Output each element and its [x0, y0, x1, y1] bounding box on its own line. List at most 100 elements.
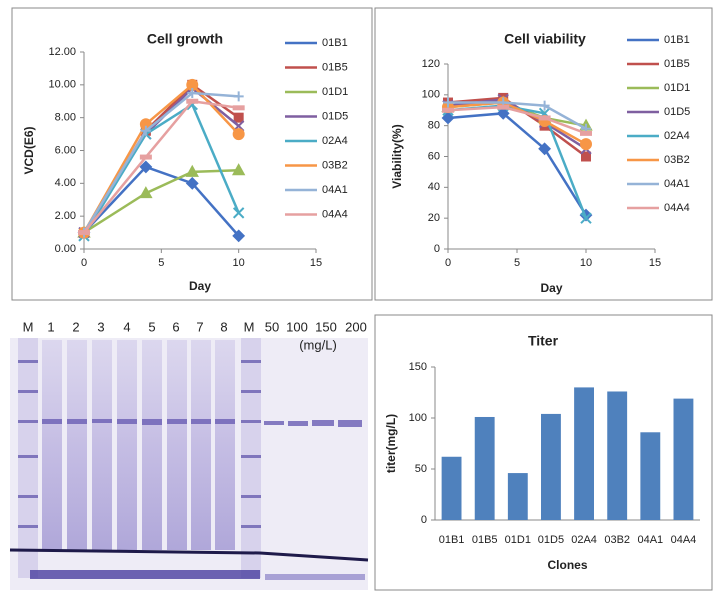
- bar: [541, 413, 561, 520]
- series-line: [83, 168, 239, 234]
- data-point: [497, 104, 510, 110]
- series-line: [448, 101, 587, 130]
- bar: [507, 473, 528, 520]
- data-point: [139, 154, 152, 160]
- bar: [474, 416, 495, 520]
- x-tick-label: 03B2: [604, 534, 630, 546]
- y-tick-label: 12.00: [48, 46, 76, 58]
- legend-label: 01B5: [322, 61, 348, 73]
- panel-frame: [11, 7, 373, 301]
- data-point: [187, 88, 198, 99]
- lane-label: 6: [172, 319, 179, 334]
- data-point: [185, 164, 199, 177]
- data-point: [442, 107, 454, 113]
- legend-label: 01D5: [322, 110, 348, 122]
- y-axis-title: VCD(E6): [22, 126, 36, 174]
- legend-label: 01B1: [664, 34, 690, 46]
- data-point: [231, 163, 246, 176]
- x-tick-label: 01D5: [538, 534, 564, 546]
- lane-label: 5: [148, 319, 155, 334]
- data-point: [139, 160, 153, 174]
- y-tick-label: 6.00: [55, 144, 76, 156]
- data-point: [581, 151, 591, 162]
- x-tick-label: 5: [158, 257, 164, 269]
- x-axis-title: Day: [189, 279, 211, 293]
- data-point: [580, 130, 592, 136]
- y-tick-label: 100: [422, 89, 440, 101]
- legend-label: 01D1: [322, 86, 348, 98]
- data-point: [233, 91, 244, 102]
- y-tick-label: 50: [415, 463, 427, 475]
- bar: [673, 398, 694, 520]
- chart-title: Titer: [528, 333, 559, 349]
- lane-label: 4: [123, 319, 130, 334]
- x-tick-label: 0: [81, 257, 87, 269]
- gel-image: [9, 338, 369, 590]
- data-point: [538, 115, 551, 121]
- data-point: [233, 112, 244, 123]
- series-line: [83, 165, 240, 237]
- y-tick-label: 0: [421, 514, 427, 526]
- x-tick-label: 01D1: [505, 534, 531, 546]
- y-tick-label: 20: [428, 212, 440, 224]
- series-line: [82, 83, 240, 234]
- legend-label: 04A1: [322, 184, 348, 196]
- data-point: [185, 176, 199, 190]
- legend-label: 02A4: [664, 130, 690, 142]
- lane-label: 50: [265, 319, 279, 334]
- data-point: [539, 100, 550, 111]
- data-point: [580, 138, 592, 151]
- x-tick-label: 02A4: [571, 534, 597, 546]
- data-point: [441, 111, 455, 125]
- data-point: [232, 207, 245, 219]
- legend-label: 01B1: [322, 37, 348, 49]
- data-point: [496, 106, 510, 120]
- bar: [607, 391, 628, 520]
- lane-label: 7: [196, 319, 203, 334]
- lane-label: 3: [97, 319, 104, 334]
- x-tick-label: 15: [310, 257, 322, 269]
- series-line: [447, 112, 588, 216]
- data-point: [232, 229, 246, 243]
- lane-label: 8: [220, 319, 227, 334]
- x-tick-label: 0: [445, 257, 451, 269]
- y-axis-title: titer(mg/L): [384, 414, 398, 473]
- bar: [640, 432, 661, 520]
- y-tick-label: 120: [422, 58, 440, 70]
- chart-title: Cell growth: [147, 31, 223, 47]
- legend-label: 03B2: [322, 159, 348, 171]
- y-tick-label: 150: [409, 361, 427, 373]
- legend-label: 01D1: [664, 82, 690, 94]
- x-axis-title: Day: [540, 281, 562, 295]
- x-tick-label: 15: [649, 257, 661, 269]
- y-tick-label: 100: [409, 412, 427, 424]
- lane-label: M: [23, 319, 34, 334]
- x-tick-label: 01B5: [472, 534, 498, 546]
- gel-unit: (mg/L): [299, 337, 337, 352]
- bar: [441, 456, 462, 520]
- lane-label: 150: [315, 319, 337, 334]
- x-tick-label: 04A1: [637, 534, 663, 546]
- data-point: [78, 230, 90, 236]
- y-tick-label: 40: [428, 181, 440, 193]
- y-tick-label: 10.00: [48, 79, 76, 91]
- lane-label: 200: [345, 319, 367, 334]
- data-point: [139, 186, 153, 199]
- x-tick-label: 10: [580, 257, 592, 269]
- data-point: [232, 128, 245, 141]
- data-point: [186, 98, 199, 104]
- y-tick-label: 0: [434, 243, 440, 255]
- x-axis-title: Clones: [547, 558, 587, 572]
- data-point: [538, 142, 552, 156]
- y-tick-label: 2.00: [55, 210, 76, 222]
- lane-label: 1: [47, 319, 54, 334]
- series-line: [82, 91, 239, 234]
- x-tick-label: 01B1: [439, 534, 465, 546]
- y-tick-label: 4.00: [55, 177, 76, 189]
- series-line: [82, 102, 240, 237]
- y-tick-label: 0.00: [55, 243, 76, 255]
- legend-label: 04A4: [664, 202, 690, 214]
- y-tick-label: 60: [428, 150, 440, 162]
- data-point: [443, 97, 453, 108]
- bar: [574, 387, 594, 520]
